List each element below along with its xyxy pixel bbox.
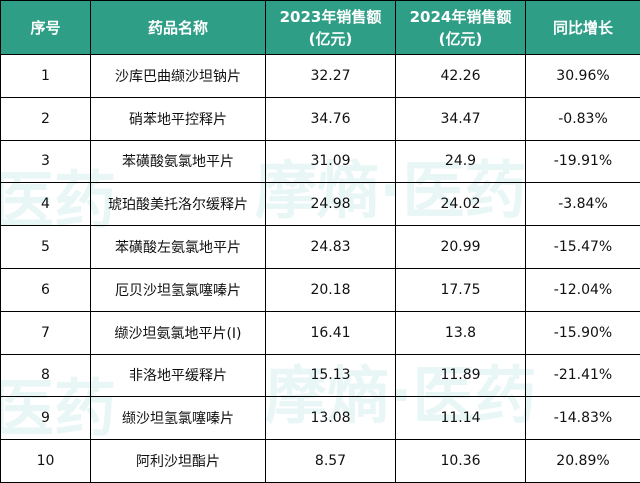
cell-sales-2023: 16.41 bbox=[265, 310, 396, 355]
cell-seq: 1 bbox=[0, 54, 91, 98]
cell-yoy-growth: -0.83% bbox=[525, 96, 640, 141]
cell-sales-2024: 24.02 bbox=[395, 182, 526, 227]
cell-yoy-growth: -3.84% bbox=[525, 182, 640, 227]
cell-sales-2023: 24.98 bbox=[265, 182, 396, 227]
cell-sales-2024: 11.89 bbox=[395, 353, 526, 398]
cell-sales-2023: 15.13 bbox=[265, 353, 396, 398]
table-row: 2 硝苯地平控释片 34.76 34.47 -0.83% bbox=[0, 96, 640, 141]
cell-sales-2023: 20.18 bbox=[265, 267, 396, 312]
cell-drug-name: 缬沙坦氢氯噻嗪片 bbox=[90, 396, 266, 441]
cell-sales-2023: 13.08 bbox=[265, 396, 396, 441]
cell-sales-2023: 32.27 bbox=[265, 54, 396, 98]
cell-sales-2023: 8.57 bbox=[265, 439, 396, 483]
cell-seq: 8 bbox=[0, 353, 91, 398]
cell-seq: 2 bbox=[0, 96, 91, 141]
table-row: 6 厄贝沙坦氢氯噻嗪片 20.18 17.75 -12.04% bbox=[0, 267, 640, 312]
header-row: 序号 药品名称 2023年销售额 (亿元) 2024年销售额 (亿元) 同比增长 bbox=[0, 0, 640, 55]
cell-drug-name: 厄贝沙坦氢氯噻嗪片 bbox=[90, 267, 266, 312]
table-row: 5 苯磺酸左氨氯地平片 24.83 20.99 -15.47% bbox=[0, 225, 640, 269]
cell-drug-name: 非洛地平缓释片 bbox=[90, 353, 266, 398]
cell-yoy-growth: -12.04% bbox=[525, 267, 640, 312]
cell-yoy-growth: -14.83% bbox=[525, 396, 640, 441]
cell-yoy-growth: -21.41% bbox=[525, 353, 640, 398]
cell-seq: 7 bbox=[0, 310, 91, 355]
cell-yoy-growth: -19.91% bbox=[525, 139, 640, 184]
cell-seq: 4 bbox=[0, 182, 91, 227]
cell-yoy-growth: -15.90% bbox=[525, 310, 640, 355]
cell-drug-name: 苯磺酸左氨氯地平片 bbox=[90, 225, 266, 269]
cell-drug-name: 缬沙坦氨氯地平片(Ⅰ) bbox=[90, 310, 266, 355]
cell-yoy-growth: -15.47% bbox=[525, 225, 640, 269]
header-sales-2023-title: 2023年销售额 bbox=[279, 7, 382, 26]
cell-seq: 5 bbox=[0, 225, 91, 269]
table-row: 1 沙库巴曲缬沙坦钠片 32.27 42.26 30.96% bbox=[0, 54, 640, 98]
header-sales-2024-unit: (亿元) bbox=[438, 29, 483, 48]
table-row: 9 缬沙坦氢氯噻嗪片 13.08 11.14 -14.83% bbox=[0, 396, 640, 441]
cell-sales-2024: 20.99 bbox=[395, 225, 526, 269]
cell-sales-2023: 34.76 bbox=[265, 96, 396, 141]
cell-drug-name: 琥珀酸美托洛尔缓释片 bbox=[90, 182, 266, 227]
table-row: 7 缬沙坦氨氯地平片(Ⅰ) 16.41 13.8 -15.90% bbox=[0, 310, 640, 355]
header-sales-2023-unit: (亿元) bbox=[308, 29, 353, 48]
cell-sales-2024: 24.9 bbox=[395, 139, 526, 184]
cell-sales-2024: 42.26 bbox=[395, 54, 526, 98]
cell-sales-2024: 34.47 bbox=[395, 96, 526, 141]
table-row: 10 阿利沙坦酯片 8.57 10.36 20.89% bbox=[0, 439, 640, 483]
cell-drug-name: 阿利沙坦酯片 bbox=[90, 439, 266, 483]
cell-sales-2023: 31.09 bbox=[265, 139, 396, 184]
cell-drug-name: 苯磺酸氨氯地平片 bbox=[90, 139, 266, 184]
cell-drug-name: 沙库巴曲缬沙坦钠片 bbox=[90, 54, 266, 98]
header-drug-name: 药品名称 bbox=[90, 0, 266, 55]
table-row: 4 琥珀酸美托洛尔缓释片 24.98 24.02 -3.84% bbox=[0, 182, 640, 227]
cell-seq: 3 bbox=[0, 139, 91, 184]
cell-yoy-growth: 20.89% bbox=[525, 439, 640, 483]
table-row: 8 非洛地平缓释片 15.13 11.89 -21.41% bbox=[0, 353, 640, 398]
header-seq: 序号 bbox=[0, 0, 91, 55]
cell-seq: 9 bbox=[0, 396, 91, 441]
cell-yoy-growth: 30.96% bbox=[525, 54, 640, 98]
header-sales-2024: 2024年销售额 (亿元) bbox=[395, 0, 526, 55]
header-sales-2023: 2023年销售额 (亿元) bbox=[265, 0, 396, 55]
cell-seq: 10 bbox=[0, 439, 91, 483]
header-yoy-growth: 同比增长 bbox=[525, 0, 640, 55]
header-sales-2024-title: 2024年销售额 bbox=[409, 7, 512, 26]
cell-sales-2024: 17.75 bbox=[395, 267, 526, 312]
cell-sales-2024: 11.14 bbox=[395, 396, 526, 441]
cell-sales-2024: 10.36 bbox=[395, 439, 526, 483]
cell-sales-2024: 13.8 bbox=[395, 310, 526, 355]
table-row: 3 苯磺酸氨氯地平片 31.09 24.9 -19.91% bbox=[0, 139, 640, 184]
cell-drug-name: 硝苯地平控释片 bbox=[90, 96, 266, 141]
cell-sales-2023: 24.83 bbox=[265, 225, 396, 269]
cell-seq: 6 bbox=[0, 267, 91, 312]
